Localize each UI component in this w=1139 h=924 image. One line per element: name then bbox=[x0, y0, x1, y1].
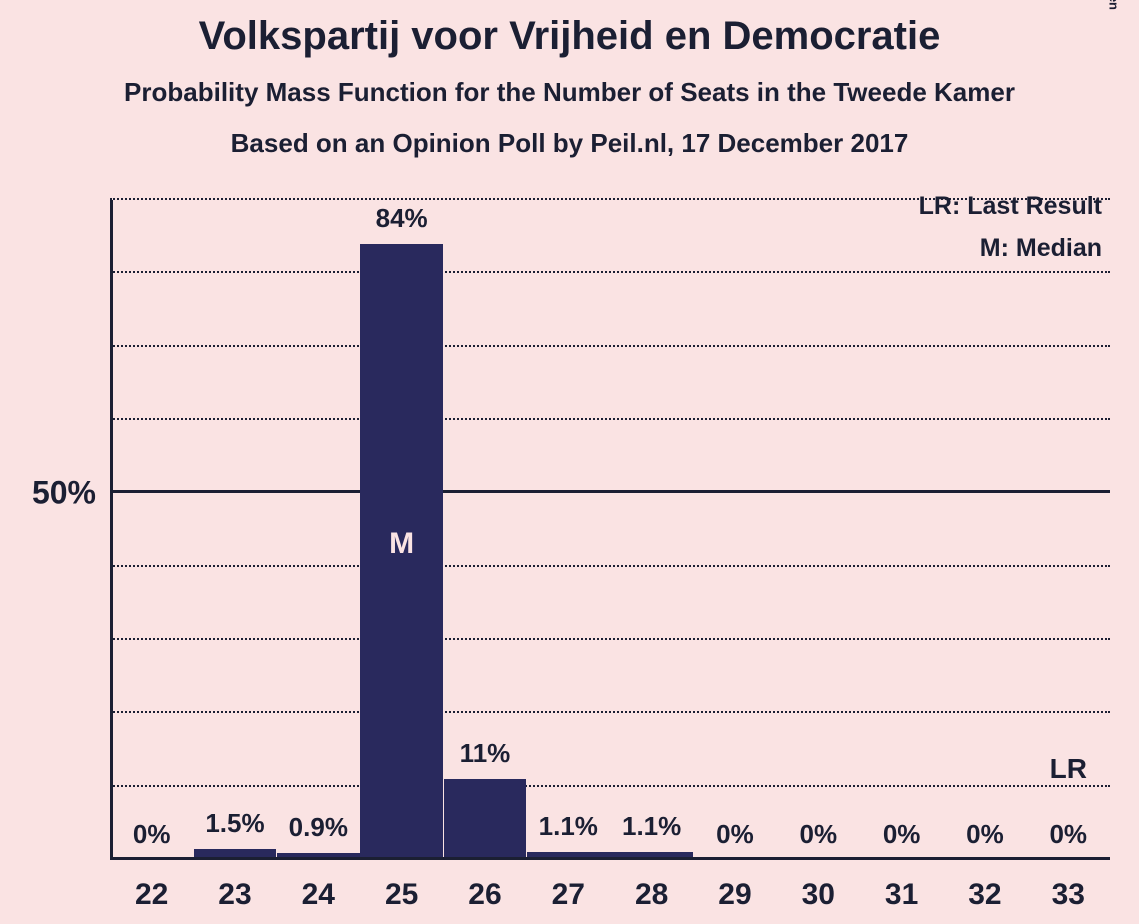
x-tick-label: 28 bbox=[635, 860, 668, 912]
bar-value-label: 0.9% bbox=[289, 812, 348, 843]
bar-value-label: 1.5% bbox=[205, 808, 264, 839]
bar-value-label: 1.1% bbox=[539, 811, 598, 842]
bar-value-label: 0% bbox=[716, 819, 754, 850]
bar-slot: LR0%33 bbox=[1027, 200, 1110, 860]
bar-slot: 0.9%24 bbox=[277, 200, 360, 860]
bar-value-label: 0% bbox=[883, 819, 921, 850]
bar-value-label: 0% bbox=[1049, 819, 1087, 850]
copyright-text: © 2020 Filip van Laenen bbox=[1107, 0, 1122, 10]
x-tick-label: 33 bbox=[1052, 860, 1085, 912]
plot-area: 50% 0%221.5%230.9%2484%M2511%261.1%271.1… bbox=[110, 200, 1110, 860]
x-tick-label: 30 bbox=[802, 860, 835, 912]
bar-last-result-label: LR bbox=[1050, 753, 1087, 785]
bar-slot: 0%31 bbox=[860, 200, 943, 860]
x-tick-label: 32 bbox=[968, 860, 1001, 912]
bar-median-label: M bbox=[389, 527, 414, 561]
x-tick-label: 31 bbox=[885, 860, 918, 912]
chart-subtitle-2: Based on an Opinion Poll by Peil.nl, 17 … bbox=[0, 128, 1139, 159]
chart-canvas: Volkspartij voor Vrijheid en Democratie … bbox=[0, 0, 1139, 924]
bar-value-label: 84% bbox=[376, 203, 428, 234]
legend: LR: Last Result M: Median bbox=[919, 192, 1102, 263]
bar: 11% bbox=[444, 779, 526, 860]
bar-slot: 1.5%23 bbox=[193, 200, 276, 860]
legend-line-m: M: Median bbox=[919, 234, 1102, 263]
x-tick-label: 22 bbox=[135, 860, 168, 912]
legend-line-lr: LR: Last Result bbox=[919, 192, 1102, 221]
chart-title: Volkspartij voor Vrijheid en Democratie bbox=[0, 14, 1139, 59]
bar-value-label: 0% bbox=[133, 819, 171, 850]
y-tick-label: 50% bbox=[32, 475, 110, 512]
x-tick-label: 27 bbox=[552, 860, 585, 912]
bar-slot: 1.1%27 bbox=[527, 200, 610, 860]
bar-value-label: 11% bbox=[460, 738, 511, 769]
bar-slot: 0%30 bbox=[777, 200, 860, 860]
bar-slot: 0%22 bbox=[110, 200, 193, 860]
y-axis bbox=[110, 200, 113, 860]
bar-slot: 11%26 bbox=[443, 200, 526, 860]
bar-value-label: 0% bbox=[799, 819, 837, 850]
bar-slot: 0%29 bbox=[693, 200, 776, 860]
x-axis bbox=[110, 857, 1110, 860]
x-tick-label: 24 bbox=[302, 860, 335, 912]
bar-value-label: 1.1% bbox=[622, 811, 681, 842]
x-tick-label: 29 bbox=[718, 860, 751, 912]
titles: Volkspartij voor Vrijheid en Democratie … bbox=[0, 14, 1139, 159]
x-tick-label: 26 bbox=[468, 860, 501, 912]
bar: 84%M bbox=[360, 244, 442, 860]
bar-value-label: 0% bbox=[966, 819, 1004, 850]
bar-slot: 0%32 bbox=[943, 200, 1026, 860]
x-tick-label: 23 bbox=[218, 860, 251, 912]
bars-container: 0%221.5%230.9%2484%M2511%261.1%271.1%280… bbox=[110, 200, 1110, 860]
x-tick-label: 25 bbox=[385, 860, 418, 912]
chart-subtitle-1: Probability Mass Function for the Number… bbox=[0, 77, 1139, 108]
bar-slot: 84%M25 bbox=[360, 200, 443, 860]
bar-slot: 1.1%28 bbox=[610, 200, 693, 860]
